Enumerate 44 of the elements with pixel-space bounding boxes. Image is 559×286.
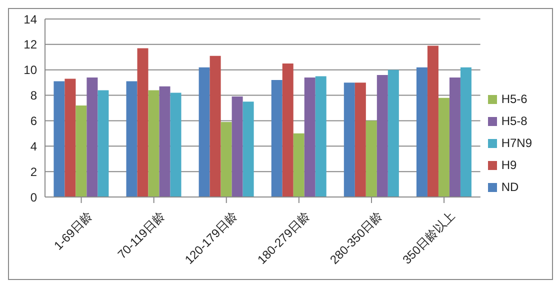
bar (126, 81, 138, 197)
bar (220, 122, 232, 197)
bar (76, 105, 87, 197)
legend-label: H5-8 (501, 114, 528, 128)
bar (366, 120, 377, 197)
bar (232, 96, 243, 197)
bar (344, 82, 355, 197)
bar (293, 133, 304, 197)
x-tick-label: 350日龄以上 (400, 208, 458, 267)
bar (210, 56, 221, 197)
y-tick-label: 10 (24, 63, 38, 78)
bar (148, 90, 160, 197)
bar (198, 67, 210, 197)
legend-label: H5-6 (501, 92, 528, 106)
bar (159, 86, 170, 197)
bar (242, 102, 254, 197)
bar (354, 82, 366, 197)
bar (86, 77, 98, 197)
bar (416, 67, 428, 197)
bar (304, 77, 316, 197)
bar (137, 48, 148, 197)
bar (427, 46, 438, 197)
bar (98, 90, 109, 197)
y-tick-label: 6 (30, 114, 38, 128)
bar (315, 76, 326, 197)
bar (271, 80, 282, 197)
y-tick-label: 8 (30, 88, 38, 103)
legend-label: ND (501, 180, 519, 194)
bar (388, 70, 399, 197)
bar (438, 98, 450, 197)
bar (376, 74, 388, 197)
bar (460, 67, 472, 197)
y-tick-label: 14 (24, 12, 38, 26)
bar (64, 78, 76, 197)
y-tick-label: 4 (30, 139, 38, 154)
bar (170, 92, 182, 197)
y-tick-label: 2 (30, 164, 38, 179)
y-tick-label: 0 (30, 190, 38, 204)
legend-label: H9 (501, 158, 517, 172)
y-tick-label: 12 (24, 38, 38, 52)
legend-label: H7N9 (501, 136, 532, 150)
bar (54, 81, 65, 197)
bar (449, 77, 460, 197)
bar (282, 64, 294, 197)
